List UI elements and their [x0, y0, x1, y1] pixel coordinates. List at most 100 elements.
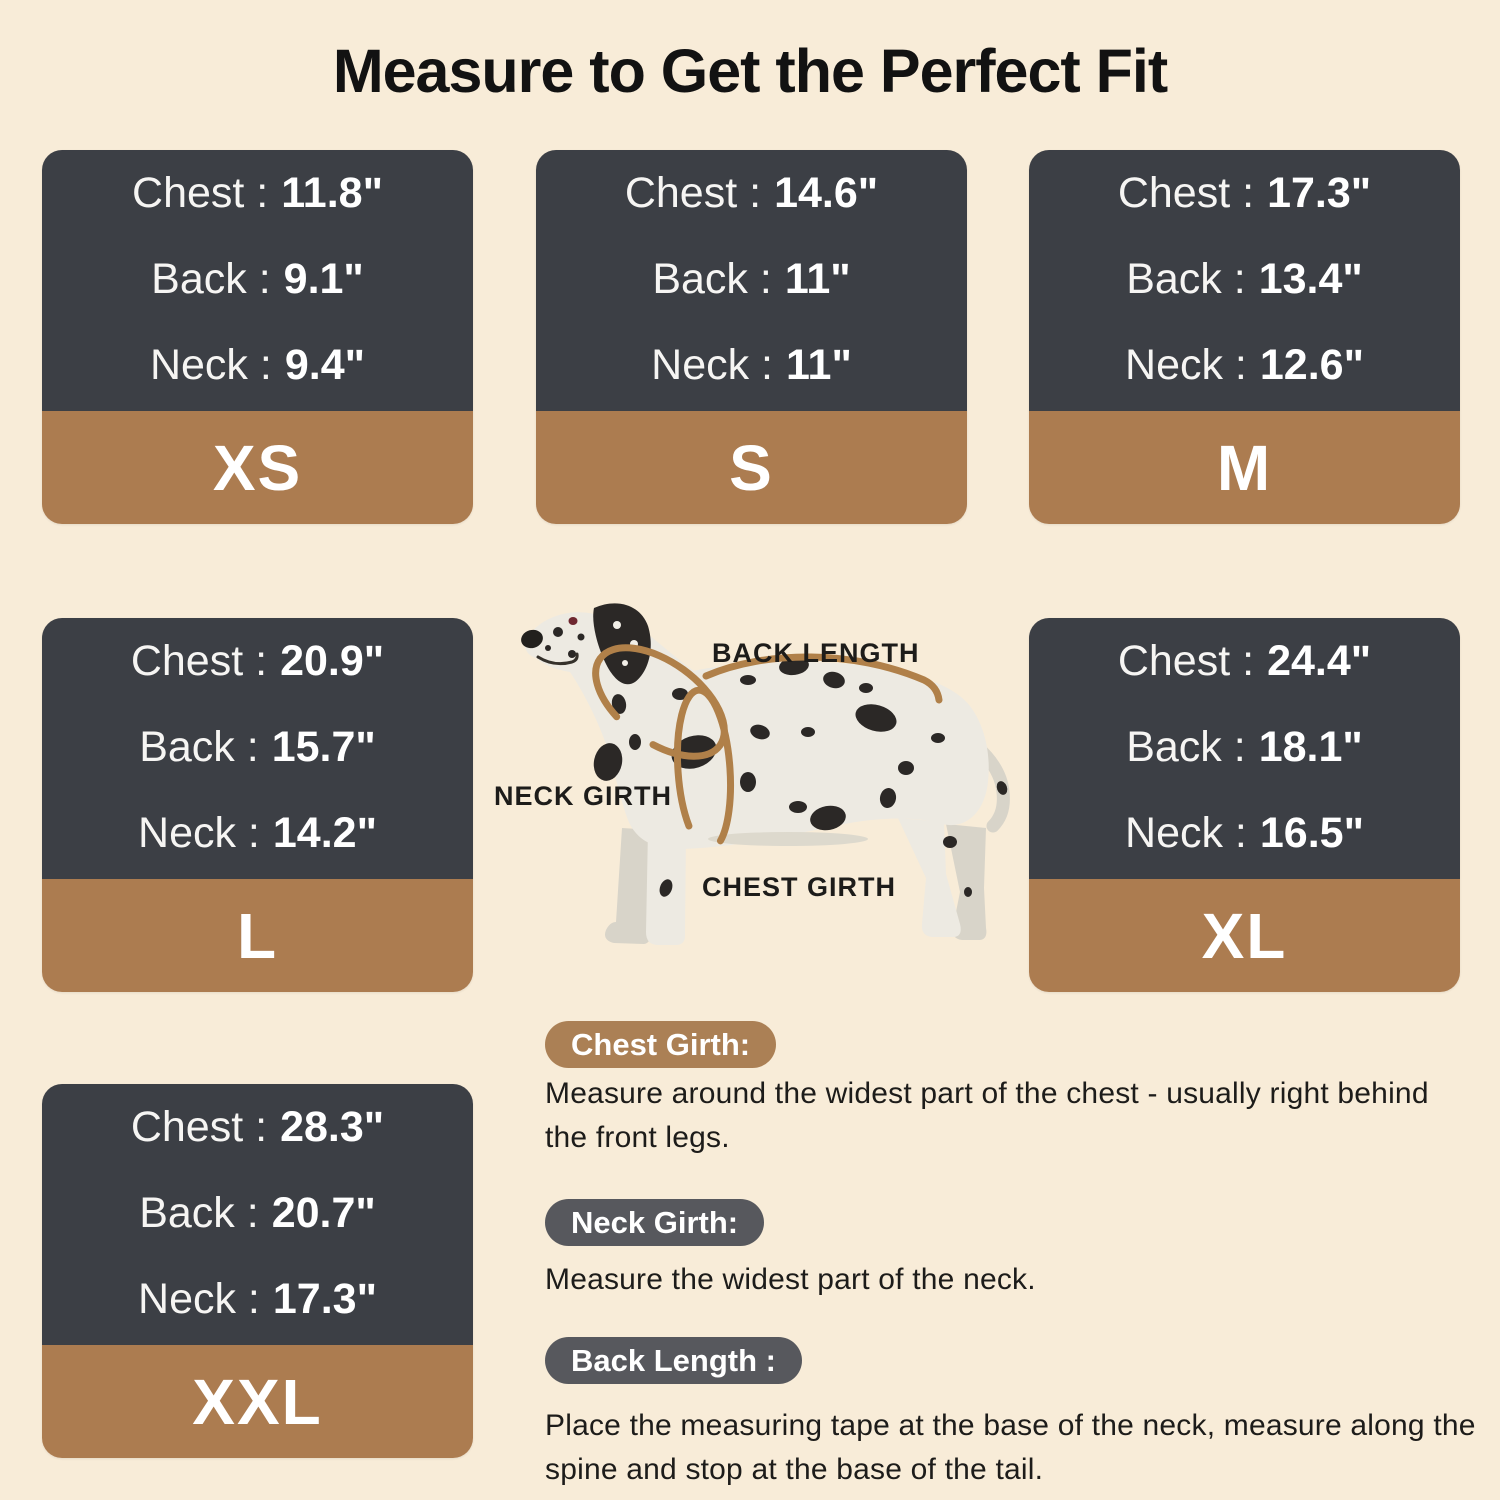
chest-girth-tape [673, 686, 735, 854]
measure-label: Back : [139, 723, 259, 771]
measure-label: Chest : [130, 1103, 268, 1151]
dog-mouth [536, 652, 579, 666]
measure-label: Back : [151, 255, 271, 303]
dog-measurement-diagram [521, 603, 1010, 945]
measure-value: 16.5" [1259, 809, 1364, 857]
measure-row-chest: Chest : 14.6" [625, 169, 878, 218]
chest-girth-label: CHEST GIRTH [702, 872, 897, 902]
description-line: spine and stop at the base of the tail. [545, 1453, 1044, 1486]
back-length-tape [702, 653, 943, 704]
measure-row-neck: Neck : 9.4" [150, 341, 365, 390]
size-name-band: XS [42, 411, 473, 524]
size-name-band: L [42, 879, 473, 992]
measure-row-back: Back : 20.7" [139, 1189, 376, 1238]
neck-girth-label: NECK GIRTH [494, 781, 672, 811]
measure-row-back: Back : 18.1" [1126, 723, 1363, 772]
measure-row-neck: Neck : 16.5" [1125, 809, 1364, 858]
page-title: Measure to Get the Perfect Fit [332, 37, 1168, 105]
measure-label: Chest : [130, 637, 268, 685]
measure-label: Neck : [138, 1275, 260, 1323]
measure-row-chest: Chest : 11.8" [132, 169, 383, 218]
back-length-description: Place the measuring tape at the base of … [545, 1404, 1476, 1492]
size-card-xl: Chest : 24.4" Back : 18.1" Neck : 16.5" … [1029, 618, 1460, 992]
measure-label: Back : [139, 1189, 259, 1237]
neck-girth-description: Measure the widest part of the neck. [545, 1258, 1036, 1302]
measure-row-chest: Chest : 20.9" [131, 637, 384, 686]
measure-label: Back : [1126, 255, 1246, 303]
measure-row-neck: Neck : 12.6" [1125, 341, 1364, 390]
measure-value: 18.1" [1258, 723, 1363, 771]
measure-value: 20.7" [271, 1189, 376, 1237]
size-card-m: Chest : 17.3" Back : 13.4" Neck : 12.6" … [1029, 150, 1460, 524]
back-length-badge: Back Length : [545, 1337, 802, 1384]
size-card-l: Chest : 20.9" Back : 15.7" Neck : 14.2" … [42, 618, 473, 992]
measure-row-back: Back : 15.7" [139, 723, 376, 772]
dog-nose [521, 629, 543, 649]
measure-row-chest: Chest : 17.3" [1118, 169, 1371, 218]
size-name-band: M [1029, 411, 1460, 524]
description-line: Measure around the widest part of the ch… [545, 1077, 1429, 1110]
measure-row-neck: Neck : 11" [651, 341, 852, 390]
measure-label: Neck : [138, 809, 260, 857]
measure-value: 24.4" [1267, 637, 1372, 685]
measure-label: Chest : [1117, 169, 1255, 217]
measure-row-back: Back : 9.1" [151, 255, 364, 304]
size-card-xxl: Chest : 28.3" Back : 20.7" Neck : 17.3" … [42, 1084, 473, 1458]
dog-far-rear-leg [946, 824, 987, 940]
measure-value: 14.2" [272, 809, 377, 857]
measurements-panel: Chest : 14.6" Back : 11" Neck : 11" [536, 150, 967, 411]
measure-row-back: Back : 11" [652, 255, 850, 304]
neck-girth-badge: Neck Girth: [545, 1199, 765, 1246]
measure-label: Back : [1126, 723, 1246, 771]
measure-label: Chest : [624, 169, 762, 217]
measure-value: 11" [786, 341, 852, 389]
measurements-panel: Chest : 11.8" Back : 9.1" Neck : 9.4" [42, 150, 473, 411]
size-name-band: XL [1029, 879, 1460, 992]
measure-value: 9.4" [284, 341, 366, 389]
measure-value: 20.9" [280, 637, 385, 685]
measure-label: Chest : [1117, 637, 1255, 685]
measure-value: 11.8" [281, 169, 383, 217]
size-name-band: XXL [42, 1345, 473, 1458]
dog-far-front-leg [605, 828, 652, 944]
measure-label: Neck : [149, 341, 272, 389]
dog-spots [545, 617, 1008, 897]
measurements-panel: Chest : 28.3" Back : 20.7" Neck : 17.3" [42, 1084, 473, 1345]
measure-label: Neck : [1125, 341, 1247, 389]
measure-value: 15.7" [271, 723, 376, 771]
measure-value: 14.6" [774, 169, 879, 217]
size-card-s: Chest : 14.6" Back : 11" Neck : 11" S [536, 150, 967, 524]
dog-rear-leg [898, 818, 961, 937]
description-line: Place the measuring tape at the base of … [545, 1409, 1476, 1442]
measure-value: 11" [784, 255, 851, 303]
measure-value: 9.1" [283, 255, 364, 303]
measure-row-neck: Neck : 14.2" [138, 809, 377, 858]
measure-value: 12.6" [1259, 341, 1364, 389]
measure-label: Neck : [651, 341, 774, 389]
measure-row-neck: Neck : 17.3" [138, 1275, 377, 1324]
description-line: Measure the widest part of the neck. [545, 1263, 1036, 1296]
measurements-panel: Chest : 17.3" Back : 13.4" Neck : 12.6" [1029, 150, 1460, 411]
measure-row-back: Back : 13.4" [1126, 255, 1363, 304]
measure-label: Chest : [132, 169, 269, 217]
measure-value: 13.4" [1258, 255, 1363, 303]
back-length-label: BACK LENGTH [712, 638, 920, 668]
measurements-panel: Chest : 24.4" Back : 18.1" Neck : 16.5" [1029, 618, 1460, 879]
measure-value: 17.3" [1267, 169, 1372, 217]
measure-value: 17.3" [272, 1275, 377, 1323]
size-card-xs: Chest : 11.8" Back : 9.1" Neck : 9.4" XS [42, 150, 473, 524]
chest-girth-badge: Chest Girth: [545, 1021, 777, 1068]
measure-label: Neck : [1125, 809, 1247, 857]
description-line: the front legs. [545, 1121, 730, 1154]
measurements-panel: Chest : 20.9" Back : 15.7" Neck : 14.2" [42, 618, 473, 879]
measure-label: Back : [652, 255, 772, 303]
dog-ear [593, 603, 651, 685]
measure-value: 28.3" [280, 1103, 385, 1151]
neck-girth-tape [592, 644, 728, 760]
chest-girth-description: Measure around the widest part of the ch… [545, 1072, 1429, 1160]
measure-row-chest: Chest : 28.3" [131, 1103, 384, 1152]
dog-belly-shade [708, 832, 868, 846]
measure-row-chest: Chest : 24.4" [1118, 637, 1371, 686]
size-name-band: S [536, 411, 967, 524]
